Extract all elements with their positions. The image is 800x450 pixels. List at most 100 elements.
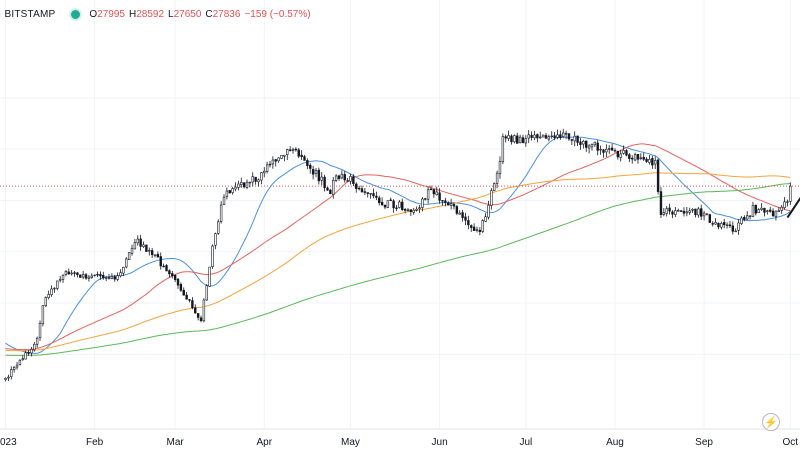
candle-body	[763, 207, 766, 213]
change-value: −159 (−0.57%)	[244, 8, 311, 20]
candle-body	[194, 307, 197, 314]
candle-body	[93, 274, 96, 277]
time-axis-label: Oct	[783, 437, 799, 448]
candle-body	[237, 183, 240, 188]
candle-body	[47, 294, 50, 298]
close-value: 27836	[212, 8, 241, 20]
candle-body	[314, 170, 318, 174]
candle-body	[73, 272, 76, 274]
candle-body	[636, 153, 640, 160]
candles	[4, 128, 792, 382]
candle-body	[104, 277, 108, 279]
candle-body	[432, 189, 436, 195]
candle-body	[510, 135, 513, 143]
candle-body	[139, 238, 142, 247]
flash-icon[interactable]: ⚡	[762, 413, 780, 431]
candle-body	[717, 222, 720, 228]
candle-body	[225, 190, 229, 197]
candle-body	[18, 359, 22, 366]
candle-body	[593, 141, 597, 146]
candle-body	[81, 274, 85, 278]
candle-body	[265, 164, 269, 172]
candle-body	[751, 205, 755, 217]
candle-body	[222, 196, 226, 205]
symbol-header: · BITSTAMP O 27995 H 28592 L 27650 C 278…	[0, 0, 800, 28]
candle-body	[311, 169, 315, 175]
candle-body	[242, 182, 246, 188]
candle-body	[458, 212, 461, 215]
candle-body	[498, 161, 502, 175]
time-axis-label: May	[341, 437, 360, 448]
candle-body	[202, 299, 206, 322]
candle-body	[691, 209, 694, 211]
candle-body	[409, 209, 413, 213]
candle-body	[110, 276, 114, 279]
candle-body	[340, 173, 344, 179]
candle-body	[15, 364, 19, 368]
candle-body	[87, 276, 91, 279]
candle-body	[610, 147, 614, 151]
candle-body	[415, 208, 418, 211]
candle-body	[395, 207, 398, 209]
candle-body	[254, 176, 257, 182]
candle-body	[383, 204, 387, 208]
candle-body	[30, 349, 33, 354]
candle-body	[567, 133, 571, 140]
candle-body	[590, 144, 594, 148]
time-axis-label: Sep	[695, 437, 713, 448]
candle-body	[217, 221, 220, 234]
candle-body	[642, 157, 645, 160]
candle-body	[697, 208, 700, 216]
candle-body	[731, 225, 735, 232]
candle-body	[668, 207, 671, 212]
time-axis-label: 2023	[0, 437, 17, 448]
candle-body	[639, 157, 643, 159]
candle-body	[708, 214, 712, 223]
candle-body	[455, 206, 459, 214]
candle-body	[228, 190, 231, 194]
candle-body	[248, 181, 252, 184]
candle-body	[27, 352, 30, 354]
candle-body	[516, 135, 519, 144]
candle-body	[685, 211, 689, 214]
candle-body	[766, 210, 769, 212]
time-axis[interactable]: 2023 Feb Mar Apr May Jun Jul Aug Sep Oct	[0, 437, 798, 448]
candle-body	[487, 204, 490, 218]
candle-body	[127, 252, 131, 261]
candle-body	[424, 198, 427, 200]
candle-body	[585, 140, 588, 148]
candle-body	[380, 201, 384, 206]
candle-body	[306, 160, 309, 167]
candle-body	[622, 150, 625, 154]
candle-body	[288, 149, 292, 151]
candle-body	[602, 149, 605, 153]
candle-body	[671, 211, 674, 215]
candle-body	[452, 204, 456, 207]
candle-body	[444, 200, 447, 203]
candle-body	[343, 174, 346, 181]
candle-body	[357, 187, 361, 190]
time-axis-label: Aug	[606, 437, 624, 448]
candle-body	[659, 191, 663, 215]
candle-body	[171, 273, 174, 277]
candle-body	[418, 207, 421, 210]
candle-body	[44, 297, 47, 306]
candle-body	[61, 274, 65, 280]
candle-body	[176, 278, 180, 286]
symbol-name[interactable]: · BITSTAMP	[0, 8, 56, 20]
candle-body	[467, 220, 470, 226]
candle-body	[714, 222, 717, 225]
candle-body	[705, 213, 709, 215]
candle-body	[616, 150, 620, 158]
candle-body	[700, 208, 703, 217]
candle-body	[743, 216, 746, 220]
candle-body	[33, 343, 36, 351]
candle-body	[79, 274, 82, 278]
candle-body	[470, 225, 473, 228]
candle-body	[711, 223, 714, 225]
candle-body	[162, 265, 165, 268]
trendline-drawing[interactable]	[786, 153, 800, 219]
candle-body	[145, 244, 148, 252]
candle-body	[619, 153, 622, 158]
